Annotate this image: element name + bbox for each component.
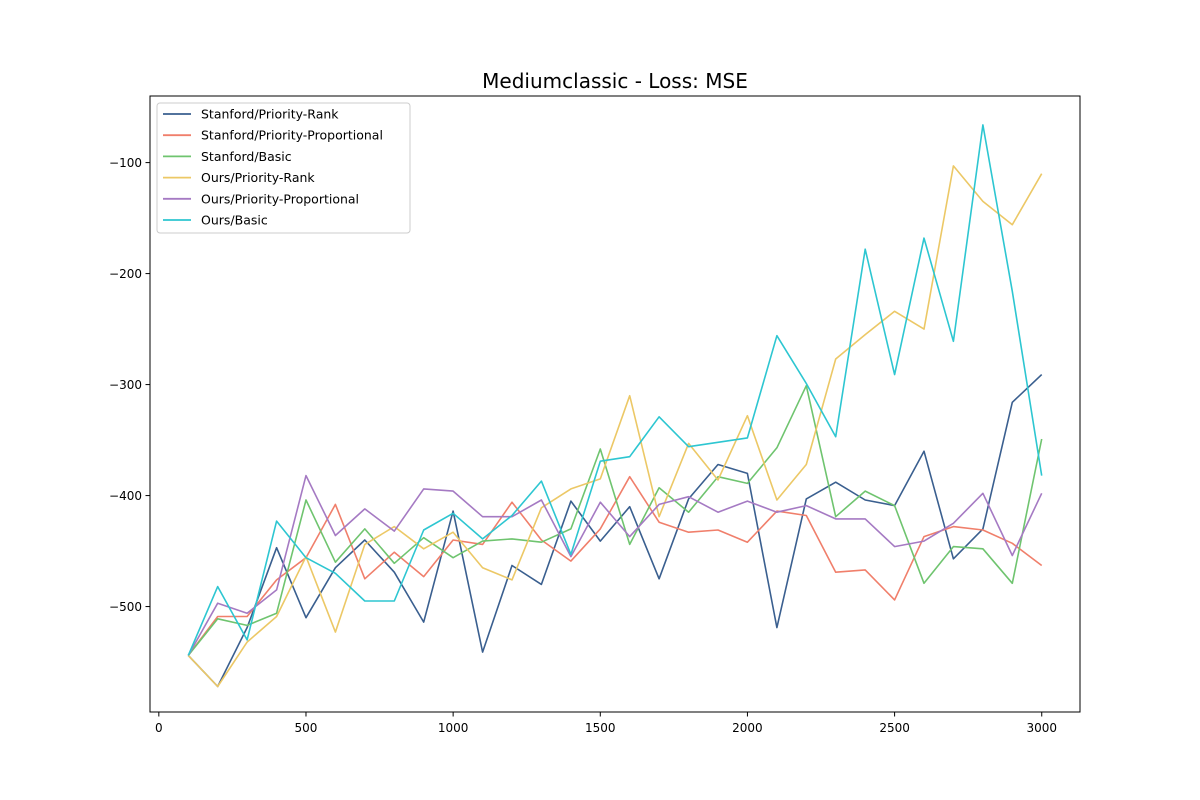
x-tick-label: 1000 bbox=[438, 721, 469, 735]
legend-label: Ours/Priority-Proportional bbox=[201, 191, 359, 206]
chart-title: Mediumclassic - Loss: MSE bbox=[482, 69, 748, 93]
legend: Stanford/Priority-Rank Stanford/Priority-… bbox=[156, 102, 411, 234]
y-tick-label: −500 bbox=[109, 600, 142, 614]
legend-label: Ours/Basic bbox=[201, 213, 268, 228]
axes-frame bbox=[149, 95, 1081, 713]
series-line-3 bbox=[187, 165, 1043, 688]
y-tick-label: −400 bbox=[109, 489, 142, 503]
legend-label: Ours/Priority-Rank bbox=[201, 170, 315, 185]
x-tick-label: 2000 bbox=[732, 721, 763, 735]
y-axis: −500 −400 −300 −200 −100 bbox=[109, 156, 150, 614]
y-tick-label: −100 bbox=[109, 156, 142, 170]
legend-label: Stanford/Priority-Rank bbox=[201, 107, 339, 122]
x-tick-label: 1500 bbox=[585, 721, 616, 735]
series-line-2 bbox=[187, 384, 1043, 656]
series-line-4 bbox=[187, 474, 1043, 656]
y-tick-label: −200 bbox=[109, 267, 142, 281]
series-line-1 bbox=[187, 475, 1043, 656]
plot-area bbox=[187, 124, 1043, 688]
x-tick-label: 2500 bbox=[879, 721, 910, 735]
x-axis: 0 500 1000 1500 2000 2500 3000 bbox=[155, 712, 1057, 735]
x-tick-label: 0 bbox=[155, 721, 163, 735]
x-tick-label: 500 bbox=[295, 721, 318, 735]
x-tick-label: 3000 bbox=[1026, 721, 1057, 735]
series-line-5 bbox=[187, 124, 1043, 656]
legend-label: Stanford/Basic bbox=[201, 149, 292, 164]
series-line-0 bbox=[187, 374, 1043, 688]
legend-label: Stanford/Priority-Proportional bbox=[201, 128, 383, 143]
y-tick-label: −300 bbox=[109, 378, 142, 392]
legend-box bbox=[156, 102, 411, 234]
